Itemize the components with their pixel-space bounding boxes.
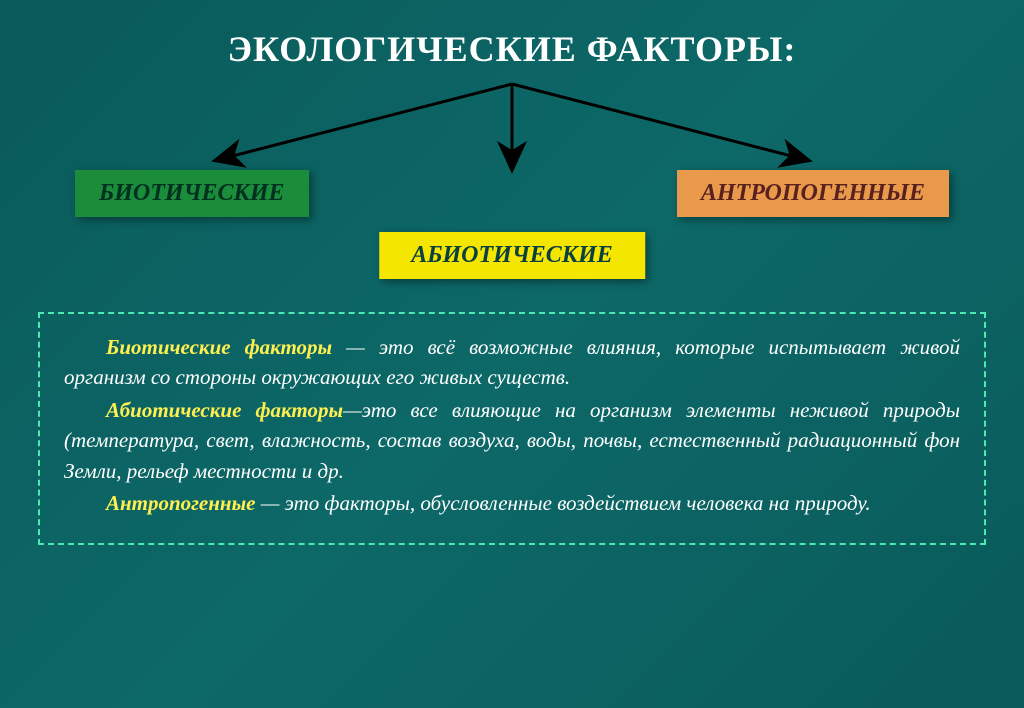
box-abiotic: АБИОТИЧЕСКИЕ <box>379 232 645 279</box>
term-biotic: Биотические факторы <box>106 335 332 359</box>
slide-title: ЭКОЛОГИЧЕСКИЕ ФАКТОРЫ: <box>0 0 1024 70</box>
factor-boxes: БИОТИЧЕСКИЕ АБИОТИЧЕСКИЕ АНТРОПОГЕННЫЕ <box>0 170 1024 300</box>
definitions-panel: Биотические факторы — это всё возможные … <box>38 312 986 545</box>
box-anthropogenic: АНТРОПОГЕННЫЕ <box>677 170 949 217</box>
term-abiotic: Абиотические факторы <box>106 398 343 422</box>
branching-arrows <box>162 80 862 180</box>
def-biotic: Биотические факторы — это всё возможные … <box>64 332 960 393</box>
arrows-area <box>0 80 1024 170</box>
def-anthro: Антропогенные — это факторы, обусловленн… <box>64 488 960 518</box>
term-anthro: Антропогенные <box>106 491 255 515</box>
text-anthro: — это факторы, обусловленные воздействие… <box>255 491 870 515</box>
box-biotic: БИОТИЧЕСКИЕ <box>75 170 309 217</box>
def-abiotic: Абиотические факторы—это все влияющие на… <box>64 395 960 486</box>
